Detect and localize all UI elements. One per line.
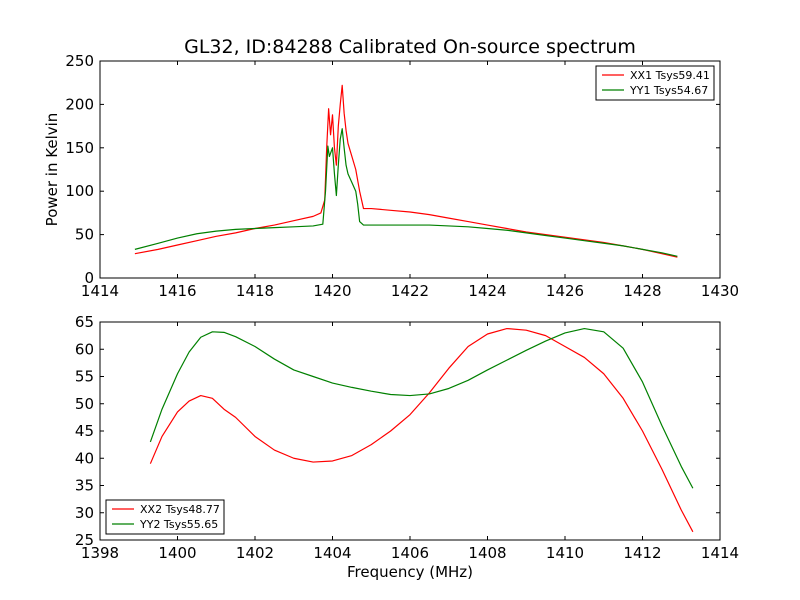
top-spectrum-chart: 1414 1416 1418 1420 1422 1424 1426 1428 1430 0 50 1… bbox=[43, 52, 739, 300]
chart-title: GL32, ID:84288 Calibrated On-source spec… bbox=[184, 36, 636, 58]
x-tick-label: 1422 bbox=[391, 282, 429, 300]
y-tick-label: 45 bbox=[75, 422, 94, 440]
legend-label-1: XX2 Tsys48.77 bbox=[140, 503, 220, 516]
x-tick-label: 1410 bbox=[546, 544, 584, 562]
x-tick-label: 1430 bbox=[701, 282, 739, 300]
x-tick-label: 1406 bbox=[391, 544, 429, 562]
x-tick-label: 1414 bbox=[81, 282, 119, 300]
y-axis-label: Power in Kelvin bbox=[43, 113, 61, 227]
y-tick-label: 30 bbox=[75, 504, 94, 522]
x-axis-label: Frequency (MHz) bbox=[347, 563, 473, 581]
x-tick-label: 1400 bbox=[158, 544, 196, 562]
y-tick-label: 40 bbox=[75, 449, 94, 467]
x-tick-label: 1428 bbox=[623, 282, 661, 300]
legend-label-2: YY2 Tsys55.65 bbox=[139, 518, 218, 531]
y-tick-label: 65 bbox=[75, 313, 94, 331]
y-tick-label: 35 bbox=[75, 477, 94, 495]
legend: XX1 Tsys59.41 YY1 Tsys54.67 bbox=[595, 65, 715, 101]
legend-label-1: XX1 Tsys59.41 bbox=[630, 69, 710, 82]
y-tick-label: 25 bbox=[75, 531, 94, 549]
series-line-2 bbox=[134, 128, 678, 257]
series-line-2 bbox=[149, 327, 694, 489]
x-tick-label: 1420 bbox=[313, 282, 351, 300]
x-tick-label: 1408 bbox=[468, 544, 506, 562]
x-tick-label: 1426 bbox=[546, 282, 584, 300]
x-tick-label: 1398 bbox=[81, 544, 119, 562]
series-line-1 bbox=[149, 327, 694, 533]
y-tick-label: 50 bbox=[75, 226, 94, 244]
x-tick-label: 1402 bbox=[236, 544, 274, 562]
legend-box bbox=[105, 499, 225, 535]
y-tick-label: 250 bbox=[65, 52, 94, 70]
y-tick-label: 50 bbox=[75, 395, 94, 413]
y-tick-label: 100 bbox=[65, 182, 94, 200]
legend-label-2: YY1 Tsys54.67 bbox=[629, 84, 708, 97]
x-tick-label: 1418 bbox=[236, 282, 274, 300]
x-tick-label: 1424 bbox=[468, 282, 506, 300]
x-tick-label: 1414 bbox=[701, 544, 739, 562]
y-tick-label: 55 bbox=[75, 368, 94, 386]
y-tick-label: 150 bbox=[65, 139, 94, 157]
x-tick-label: 1404 bbox=[313, 544, 351, 562]
y-tick-label: 200 bbox=[65, 95, 94, 113]
y-tick-label: 0 bbox=[84, 269, 94, 287]
y-tick-label: 60 bbox=[75, 340, 94, 358]
legend: XX2 Tsys48.77 YY2 Tsys55.65 bbox=[105, 499, 225, 535]
legend-box bbox=[595, 65, 715, 101]
series-line-1 bbox=[134, 84, 678, 258]
bottom-spectrum-chart: 1398 1400 1402 1404 1406 1408 1410 1412 1414 25 30… bbox=[75, 313, 739, 581]
x-tick-label: 1412 bbox=[623, 544, 661, 562]
x-tick-label: 1416 bbox=[158, 282, 196, 300]
